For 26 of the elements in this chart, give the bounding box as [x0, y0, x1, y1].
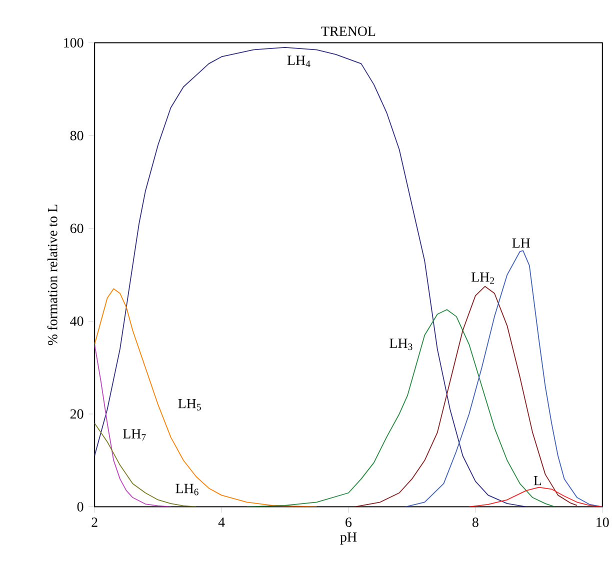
x-tick-label: 4	[218, 517, 225, 527]
series-label: LH$_{7}$	[123, 428, 146, 440]
y-tick-label: 40	[70, 316, 84, 326]
line-series	[94, 422, 197, 507]
y-tick-label: 60	[70, 223, 84, 233]
x-tick-label: 10	[596, 517, 609, 527]
series-label: LH$_{5}$	[178, 398, 201, 410]
series-label: LH$_{2}$	[471, 272, 494, 284]
line-series	[94, 344, 172, 507]
y-tick-label: 80	[70, 130, 84, 140]
line-series	[468, 486, 602, 507]
chart-title: TRENOL	[321, 26, 376, 36]
series-label: L	[534, 476, 542, 485]
x-tick-label: 2	[92, 517, 98, 527]
y-tick-label: 20	[70, 409, 84, 418]
series-label: LH	[512, 238, 530, 248]
line-series	[354, 286, 578, 507]
series-label: LH$_{4}$	[287, 55, 310, 67]
y-axis-title: % formation relative to L	[47, 204, 58, 345]
y-tick-label: 0	[77, 502, 84, 512]
y-tick-label: 100	[64, 38, 84, 48]
series-label: LH$_{3}$	[390, 338, 412, 350]
series-label: LH$_{6}$	[176, 484, 198, 496]
x-tick-label: 6	[346, 517, 352, 527]
x-tick-label: 8	[472, 517, 478, 527]
x-axis-title: pH	[340, 532, 357, 544]
